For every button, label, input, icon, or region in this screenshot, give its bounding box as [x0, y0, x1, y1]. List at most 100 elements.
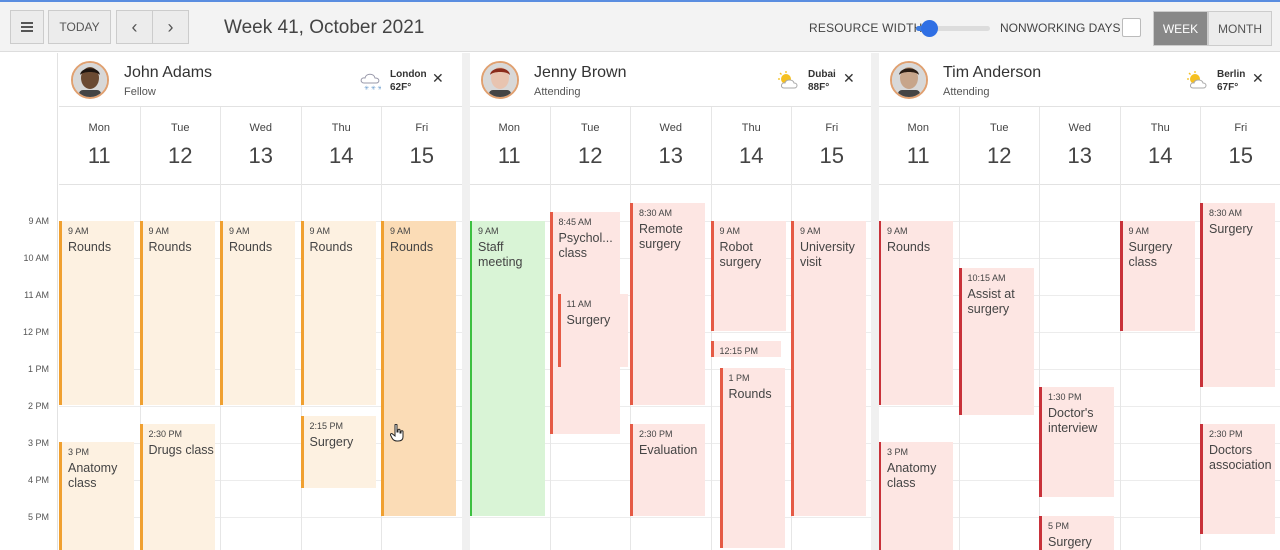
- day-header[interactable]: Wed 13: [630, 107, 711, 185]
- event-time: 1 PM: [728, 373, 750, 383]
- calendar-event[interactable]: 9 AM Robot surgery: [710, 221, 786, 331]
- day-header[interactable]: Tue 12: [139, 107, 221, 185]
- day-name: Thu: [331, 122, 351, 134]
- calendar-event[interactable]: 2:30 PM Evaluation: [630, 424, 705, 516]
- event-time: 2:30 PM: [639, 429, 673, 439]
- resource-separator: [462, 53, 470, 550]
- week-view-button[interactable]: WEEK: [1153, 11, 1208, 46]
- avatar: [890, 61, 928, 99]
- day-header[interactable]: Fri 15: [1200, 107, 1280, 185]
- today-button[interactable]: TODAY: [48, 10, 111, 44]
- calendar-event[interactable]: 9 AM Rounds: [878, 221, 953, 405]
- calendar-event[interactable]: 2:30 PM Doctors association: [1200, 424, 1275, 534]
- calendar-event[interactable]: 12:15 PM Surgery: [710, 341, 781, 357]
- previous-week-button[interactable]: ‹: [116, 10, 152, 44]
- time-grid[interactable]: 9 AM Rounds 3 PM Anatomy class 10:15 AM As…: [878, 185, 1280, 550]
- time-label: 11 AM: [24, 290, 49, 300]
- day-header[interactable]: Thu 14: [300, 107, 382, 185]
- day-header[interactable]: Tue 12: [549, 107, 631, 185]
- calendar-event[interactable]: 1:30 PM Doctor's interview: [1039, 387, 1114, 497]
- calendar-event[interactable]: 11 AM Surgery: [557, 294, 628, 367]
- calendar-event[interactable]: 9 AM Rounds: [139, 221, 215, 405]
- chevron-right-icon: ›: [167, 16, 174, 37]
- calendar-event[interactable]: 8:30 AM Surgery: [1200, 203, 1275, 387]
- calendar-event[interactable]: 9 AM Rounds: [220, 221, 295, 405]
- event-title: Rounds: [148, 240, 192, 254]
- event-time: 10:15 AM: [967, 273, 1006, 283]
- time-label: 9 AM: [28, 216, 49, 226]
- event-time: 3 PM: [68, 447, 90, 457]
- day-header[interactable]: Wed 13: [220, 107, 301, 185]
- close-resource-button[interactable]: ✕: [1252, 70, 1264, 86]
- chevron-left-icon: ‹: [131, 16, 138, 37]
- calendar-event[interactable]: 9 AM Rounds: [381, 221, 456, 516]
- day-header[interactable]: Thu 14: [710, 107, 792, 185]
- event-time: 9 AM: [800, 226, 821, 236]
- day-name: Wed: [249, 122, 272, 134]
- slider-handle[interactable]: [920, 20, 938, 37]
- next-week-button[interactable]: ›: [152, 10, 189, 44]
- event-time: 9 AM: [390, 226, 411, 236]
- weather-city: Dubai: [808, 69, 836, 80]
- event-title: Rounds: [887, 240, 931, 254]
- event-time: 9 AM: [478, 226, 499, 236]
- calendar-event[interactable]: 10:15 AM Assist at surgery: [958, 268, 1034, 415]
- sun-cloud-icon: [778, 71, 798, 89]
- day-number: 15: [1228, 143, 1253, 168]
- hamburger-icon: [21, 22, 33, 32]
- calendar-event[interactable]: 5 PM Surgery: [1039, 516, 1114, 550]
- close-resource-button[interactable]: ✕: [843, 70, 855, 86]
- day-header[interactable]: Mon 11: [59, 107, 140, 185]
- weather-city: London: [390, 69, 427, 80]
- calendar-event[interactable]: 9 AM Staff meeting: [469, 221, 545, 516]
- calendar-event[interactable]: 9 AM University visit: [791, 221, 866, 516]
- day-header[interactable]: Mon 11: [878, 107, 959, 185]
- hour-gridline: [469, 517, 871, 518]
- day-gridline: [710, 185, 712, 550]
- snow-cloud-icon: ✳ ✳ ✳: [360, 73, 381, 91]
- calendar-event[interactable]: 2:30 PM Drugs class: [139, 424, 215, 550]
- day-name: Tue: [580, 122, 600, 134]
- resource-header: Jenny Brown Attending Dubai 88F° ✕: [469, 53, 871, 107]
- resource-name: Tim Anderson: [943, 64, 1042, 81]
- calendar-event[interactable]: 3 PM Anatomy class: [59, 442, 134, 550]
- calendar-event[interactable]: 9 AM Surgery class: [1119, 221, 1195, 331]
- nonworking-days-checkbox[interactable]: [1122, 18, 1141, 37]
- weather-temperature: 62F°: [390, 82, 412, 93]
- time-label: 1 PM: [27, 364, 49, 374]
- day-header[interactable]: Tue 12: [958, 107, 1040, 185]
- event-time: 1:30 PM: [1048, 392, 1082, 402]
- time-label: 10 AM: [23, 253, 49, 263]
- day-name: Thu: [1150, 122, 1170, 134]
- day-header[interactable]: Fri 15: [381, 107, 462, 185]
- resource-role: Attending: [943, 86, 990, 98]
- calendar-event[interactable]: 9 AM Rounds: [59, 221, 134, 405]
- day-header[interactable]: Fri 15: [791, 107, 872, 185]
- close-resource-button[interactable]: ✕: [432, 70, 444, 86]
- calendar-event[interactable]: 3 PM Anatomy class: [878, 442, 953, 550]
- time-grid[interactable]: 9 AM Staff meeting 8:45 AM Psychol... cla…: [469, 185, 871, 550]
- hour-gridline: [469, 406, 871, 407]
- day-header[interactable]: Wed 13: [1039, 107, 1120, 185]
- calendar-event[interactable]: 2:15 PM Surgery: [300, 416, 376, 488]
- time-label: 2 PM: [27, 401, 49, 411]
- event-time: 3 PM: [887, 447, 909, 457]
- day-number: 13: [1067, 143, 1092, 168]
- day-name: Tue: [170, 122, 190, 134]
- month-view-button[interactable]: MONTH: [1208, 11, 1272, 46]
- time-grid[interactable]: 9 AM Rounds 9 AM Rounds 9 AM Rounds 9 AM Ro…: [59, 185, 462, 550]
- day-number: 15: [819, 143, 844, 168]
- menu-button[interactable]: [10, 10, 44, 44]
- day-number: 13: [658, 143, 683, 168]
- day-number: 14: [1148, 143, 1173, 168]
- event-title: Rounds: [728, 387, 772, 401]
- day-header[interactable]: Thu 14: [1119, 107, 1201, 185]
- hour-gridline: [878, 221, 1280, 222]
- resource-width-slider[interactable]: [916, 20, 990, 37]
- weather-temperature: 88F°: [808, 82, 830, 93]
- day-header[interactable]: Mon 11: [469, 107, 550, 185]
- day-number: 14: [739, 143, 764, 168]
- calendar-event[interactable]: 1 PM Rounds: [719, 368, 785, 548]
- calendar-event[interactable]: 8:30 AM Remote surgery: [630, 203, 705, 405]
- calendar-event[interactable]: 9 AM Rounds: [300, 221, 376, 405]
